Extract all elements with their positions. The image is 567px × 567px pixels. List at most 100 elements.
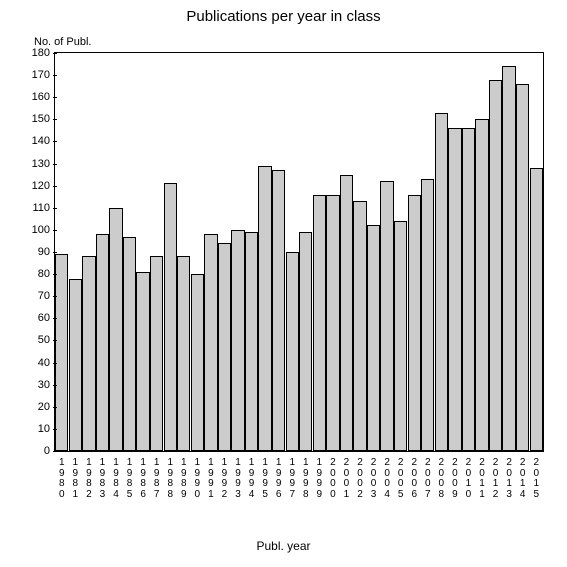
bar — [245, 232, 258, 451]
chart-container: Publications per year in class No. of Pu… — [0, 0, 567, 567]
bar — [150, 256, 163, 451]
plot-area — [54, 52, 544, 452]
bar — [299, 232, 312, 451]
y-tick-mark — [53, 274, 57, 275]
y-tick-mark — [53, 340, 57, 341]
y-tick-mark — [53, 230, 57, 231]
x-tick-label: 2000 — [328, 458, 338, 500]
x-tick-label: 1992 — [219, 458, 229, 500]
bar — [204, 234, 217, 451]
bar — [136, 272, 149, 451]
bar — [272, 170, 285, 451]
x-tick-label: 1983 — [97, 458, 107, 500]
x-tick-label: 2012 — [491, 458, 501, 500]
y-tick-label: 80 — [0, 268, 50, 280]
y-tick-label: 0 — [0, 445, 50, 457]
bar — [530, 168, 543, 451]
y-tick-label: 100 — [0, 224, 50, 236]
bar — [489, 80, 502, 451]
y-tick-mark — [53, 407, 57, 408]
bar — [164, 183, 177, 451]
y-tick-mark — [53, 451, 57, 452]
bar — [109, 208, 122, 451]
x-tick-label: 1994 — [247, 458, 257, 500]
y-tick-label: 10 — [0, 423, 50, 435]
y-tick-mark — [53, 75, 57, 76]
x-tick-label: 1997 — [287, 458, 297, 500]
bar — [408, 195, 421, 451]
y-tick-label: 30 — [0, 379, 50, 391]
bars-layer — [55, 53, 543, 451]
y-tick-label: 170 — [0, 69, 50, 81]
y-tick-label: 140 — [0, 135, 50, 147]
x-tick-label: 2015 — [531, 458, 541, 500]
y-tick-label: 130 — [0, 158, 50, 170]
x-tick-label: 2007 — [423, 458, 433, 500]
bar — [326, 195, 339, 451]
x-tick-label: 1988 — [165, 458, 175, 500]
bar — [502, 66, 515, 451]
bar — [516, 84, 529, 451]
x-tick-label: 2001 — [341, 458, 351, 500]
bar — [421, 179, 434, 451]
x-tick-label: 2010 — [463, 458, 473, 500]
x-tick-label: 1980 — [57, 458, 67, 500]
x-tick-label: 1989 — [179, 458, 189, 500]
y-tick-label: 150 — [0, 113, 50, 125]
bar — [231, 230, 244, 451]
bar — [286, 252, 299, 451]
bar — [462, 128, 475, 451]
y-tick-label: 20 — [0, 401, 50, 413]
y-tick-label: 40 — [0, 357, 50, 369]
bar — [218, 243, 231, 451]
y-tick-mark — [53, 385, 57, 386]
y-tick-label: 70 — [0, 290, 50, 302]
y-tick-label: 60 — [0, 312, 50, 324]
bar — [394, 221, 407, 451]
bar — [82, 256, 95, 451]
bar — [69, 279, 82, 451]
bar — [435, 113, 448, 451]
y-tick-mark — [53, 119, 57, 120]
y-tick-mark — [53, 164, 57, 165]
x-tick-label: 1999 — [314, 458, 324, 500]
y-tick-label: 180 — [0, 47, 50, 59]
y-tick-mark — [53, 318, 57, 319]
bar — [55, 254, 68, 451]
x-tick-label: 1984 — [111, 458, 121, 500]
x-tick-label: 1987 — [152, 458, 162, 500]
y-tick-mark — [53, 141, 57, 142]
y-tick-mark — [53, 363, 57, 364]
x-tick-label: 2011 — [477, 458, 487, 500]
bar — [177, 256, 190, 451]
bar — [258, 166, 271, 451]
x-tick-label: 1985 — [125, 458, 135, 500]
bar — [340, 175, 353, 451]
x-tick-label: 1981 — [70, 458, 80, 500]
x-tick-label: 1982 — [84, 458, 94, 500]
bar — [380, 181, 393, 451]
x-tick-label: 2008 — [436, 458, 446, 500]
bar — [353, 201, 366, 451]
x-tick-label: 1991 — [206, 458, 216, 500]
y-tick-mark — [53, 97, 57, 98]
x-axis-label: Publ. year — [0, 539, 567, 553]
chart-title: Publications per year in class — [0, 8, 567, 25]
x-tick-label: 1993 — [233, 458, 243, 500]
x-tick-label: 2006 — [409, 458, 419, 500]
x-tick-label: 1996 — [274, 458, 284, 500]
bar — [475, 119, 488, 451]
y-tick-label: 160 — [0, 91, 50, 103]
bar — [123, 237, 136, 451]
y-tick-mark — [53, 53, 57, 54]
x-tick-label: 1998 — [301, 458, 311, 500]
y-tick-mark — [53, 296, 57, 297]
x-tick-label: 2009 — [450, 458, 460, 500]
y-tick-label: 120 — [0, 180, 50, 192]
bar — [96, 234, 109, 451]
y-tick-label: 50 — [0, 334, 50, 346]
y-tick-label: 90 — [0, 246, 50, 258]
x-tick-label: 2004 — [382, 458, 392, 500]
x-tick-label: 1986 — [138, 458, 148, 500]
x-tick-label: 1995 — [260, 458, 270, 500]
